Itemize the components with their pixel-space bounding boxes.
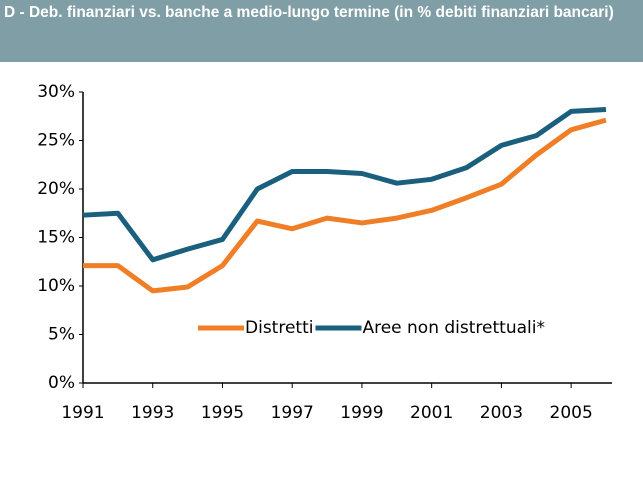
chart-title: D - Deb. finanziari vs. banche a medio-l…: [0, 0, 643, 62]
line-series: [83, 117, 607, 294]
y-tick-label: 25%: [37, 131, 75, 151]
legend-label: Aree non distrettuali*: [362, 318, 545, 338]
y-tick-label: 30%: [37, 82, 75, 102]
legend-label: Distretti: [245, 318, 313, 338]
line-series: [82, 106, 607, 263]
y-tick-label: 20%: [37, 179, 75, 199]
x-tick-label: 2005: [550, 403, 593, 423]
x-tick-label: 2001: [410, 403, 453, 423]
page: D - Deb. finanziari vs. banche a medio-l…: [0, 0, 643, 423]
x-tick-label: 1991: [61, 403, 104, 423]
legend-box: [195, 314, 595, 342]
chart: 0% 5% 10% 15% 20% 25% 30% 1991 1993 1995 1997 1999 2…: [37, 82, 612, 423]
x-tick-label: 1997: [271, 403, 314, 423]
x-tick-label: 1993: [131, 403, 174, 423]
y-tick-label: 5%: [48, 325, 75, 345]
y-tick-label: 10%: [37, 276, 75, 296]
x-tick-label: 1999: [340, 403, 383, 423]
y-tick-label: 15%: [37, 228, 75, 248]
x-tick-label: 2003: [480, 403, 523, 423]
y-tick-label: 0%: [48, 373, 75, 393]
x-tick-label: 1995: [201, 403, 244, 423]
